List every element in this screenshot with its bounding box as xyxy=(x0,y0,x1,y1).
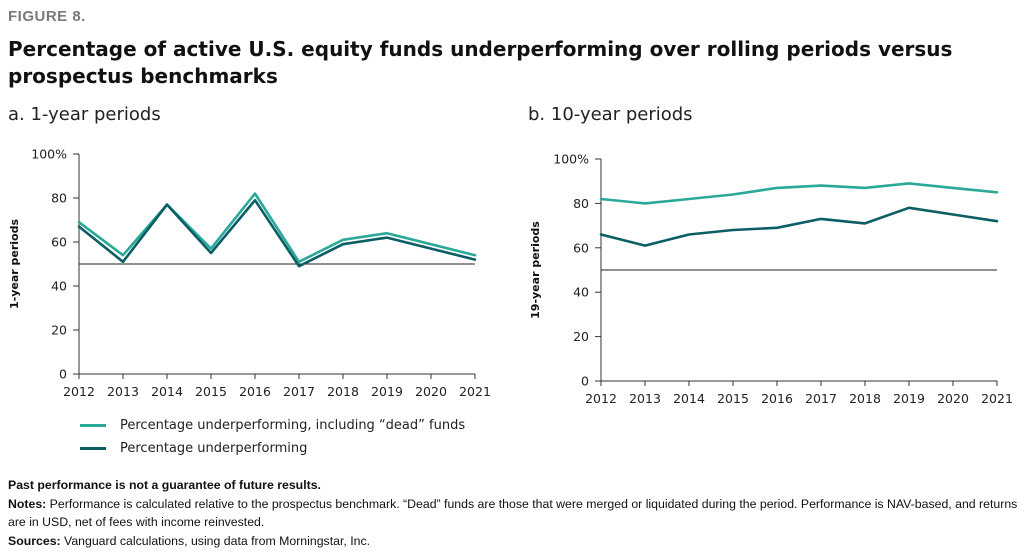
series-line-dead xyxy=(77,192,477,264)
sources: Sources: Vanguard calculations, using da… xyxy=(8,533,371,548)
x-tick-label: 2013 xyxy=(107,384,139,399)
x-tick-label: 2019 xyxy=(893,391,925,406)
legend-item-plain: Percentage underperforming xyxy=(80,437,465,460)
legend-swatch-dead xyxy=(80,424,106,427)
footer: Past performance is not a guarantee of f… xyxy=(8,476,1023,550)
y-tick-label: 60 xyxy=(573,240,589,255)
y-tick-label: 60 xyxy=(51,235,67,250)
y-tick-label: 80 xyxy=(51,191,67,206)
legend-swatch-plain xyxy=(80,447,106,450)
series-line-plain xyxy=(599,206,999,247)
x-tick-label: 2015 xyxy=(195,384,227,399)
chart-panel-a: 0 20 40 60 80 100% 2012 2013 2014 2015 2016 2017 201… xyxy=(8,147,491,400)
panel-b-title: b. 10-year periods xyxy=(528,104,693,125)
x-tick-label: 2014 xyxy=(151,384,183,399)
chart-panel-b: 0 20 40 60 80 100% 2012 2013 2014 2015 2016 2017 201… xyxy=(529,152,1013,407)
series-line-dead xyxy=(599,182,999,205)
y-tick-label: 0 xyxy=(59,367,67,382)
series-line-plain xyxy=(77,198,477,268)
figure-label: FIGURE 8. xyxy=(8,8,86,25)
x-tick-label: 2012 xyxy=(63,384,95,399)
disclaimer: Past performance is not a guarantee of f… xyxy=(8,478,321,492)
x-tick-label: 2014 xyxy=(673,391,705,406)
y-tick-label: 40 xyxy=(51,279,67,294)
legend-label-dead: Percentage underperforming, including “d… xyxy=(120,418,466,433)
x-tick-label: 2012 xyxy=(585,391,617,406)
x-tick-label: 2021 xyxy=(981,391,1013,406)
x-tick-label: 2017 xyxy=(283,384,315,399)
y-tick-label: 100% xyxy=(553,152,589,167)
figure-title: Percentage of active U.S. equity funds u… xyxy=(8,37,953,88)
y-axis-title: 19-year periods xyxy=(529,221,542,319)
x-tick-label: 2015 xyxy=(717,391,749,406)
legend-item-dead: Percentage underperforming, including “d… xyxy=(80,414,465,437)
y-axis-title: 1-year periods xyxy=(8,219,21,309)
legend: Percentage underperforming, including “d… xyxy=(80,414,465,460)
notes: Notes: Performance is calculated relativ… xyxy=(8,496,1018,530)
x-tick-label: 2016 xyxy=(761,391,793,406)
x-tick-label: 2019 xyxy=(371,384,403,399)
y-tick-label: 20 xyxy=(573,329,589,344)
x-tick-label: 2020 xyxy=(415,384,447,399)
x-tick-label: 2020 xyxy=(937,391,969,406)
x-tick-label: 2013 xyxy=(629,391,661,406)
x-tick-label: 2018 xyxy=(327,384,359,399)
y-tick-label: 100% xyxy=(31,147,67,162)
legend-label-plain: Percentage underperforming xyxy=(120,441,308,456)
y-tick-label: 80 xyxy=(573,196,589,211)
x-tick-label: 2017 xyxy=(805,391,837,406)
x-tick-label: 2016 xyxy=(239,384,271,399)
y-tick-label: 40 xyxy=(573,285,589,300)
panel-a-title: a. 1-year periods xyxy=(8,104,161,125)
y-tick-label: 20 xyxy=(51,323,67,338)
y-tick-label: 0 xyxy=(581,374,589,389)
x-tick-label: 2021 xyxy=(459,384,491,399)
x-tick-label: 2018 xyxy=(849,391,881,406)
